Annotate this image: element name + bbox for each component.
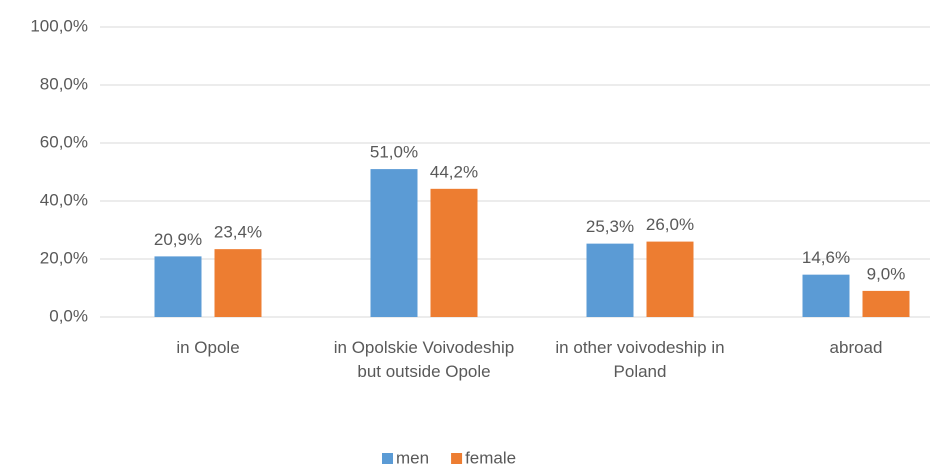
data-label: 9,0%: [867, 264, 906, 283]
data-label: 51,0%: [370, 143, 418, 162]
bar: [802, 274, 850, 317]
x-tick-label: in Opole: [176, 338, 240, 357]
legend-swatch: [451, 453, 463, 464]
y-tick-label: 0,0%: [49, 306, 88, 325]
y-tick-label: 40,0%: [40, 190, 88, 209]
bar: [370, 169, 418, 317]
y-tick-label: 60,0%: [40, 132, 88, 151]
bar: [214, 249, 262, 317]
data-label: 23,4%: [214, 223, 262, 242]
data-label: 20,9%: [154, 230, 202, 249]
x-tick-label: abroad: [829, 338, 883, 357]
bar: [646, 241, 694, 317]
data-label: 44,2%: [430, 162, 478, 181]
data-label: 26,0%: [646, 215, 694, 234]
bar: [586, 243, 634, 317]
legend-label: men: [396, 448, 429, 467]
x-tick-label: in Opolskie Voivodeship but outside Opol…: [333, 338, 515, 381]
y-tick-label: 20,0%: [40, 248, 88, 267]
legend-swatch: [382, 453, 393, 464]
bar: [862, 290, 910, 317]
y-tick-label: 80,0%: [40, 74, 88, 93]
legend-label: female: [465, 448, 516, 467]
data-label: 14,6%: [802, 248, 850, 267]
x-tick-label: in other voivodeship in Poland: [555, 338, 725, 381]
bar: [154, 256, 202, 317]
y-tick-label: 100,0%: [30, 16, 88, 35]
bar: [430, 188, 478, 317]
data-label: 25,3%: [586, 217, 634, 236]
